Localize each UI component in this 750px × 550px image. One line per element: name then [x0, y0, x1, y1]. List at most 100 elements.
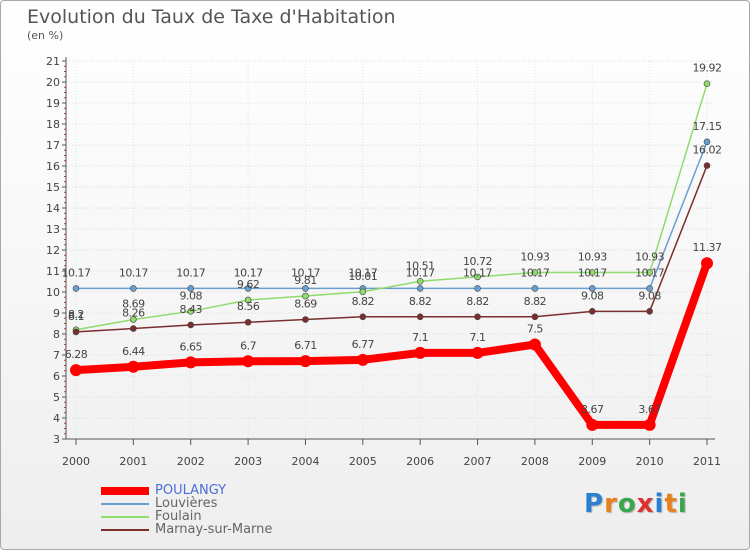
data-label-foulain: 10.93	[635, 250, 664, 263]
data-point-marnay-sur-marne	[130, 325, 137, 332]
data-point-marnay-sur-marne	[588, 308, 596, 315]
data-label-louvi-res: 10.17	[635, 266, 664, 279]
chart-title: Evolution du Taux de Taxe d'Habitation	[27, 6, 396, 28]
data-label-poulangy: 6.77	[352, 338, 375, 351]
data-label-poulangy: 6.44	[122, 345, 145, 358]
brand-logo-letter: i	[654, 489, 665, 519]
y-tick-label: 18	[46, 118, 60, 131]
brand-logo-letter: x	[636, 489, 655, 519]
data-point-louvi-res	[588, 285, 596, 292]
series-line-foulain	[75, 82, 708, 331]
data-point-poulangy	[471, 346, 484, 359]
data-label-foulain: 10.93	[520, 250, 549, 263]
data-point-foulain	[359, 288, 367, 296]
data-label-foulain: 10.93	[578, 250, 607, 263]
data-label-louvi-res: 10.17	[176, 266, 205, 279]
data-point-marnay-sur-marne	[646, 308, 653, 315]
y-tick-label: 11	[46, 265, 60, 278]
x-tick-label: 2007	[464, 455, 492, 468]
data-point-foulain	[302, 292, 309, 300]
y-tick-label: 21	[46, 55, 60, 68]
data-label-marnay-sur-marne: 8.43	[179, 303, 202, 316]
data-label-marnay-sur-marne: 8.82	[466, 295, 489, 308]
x-tick-label: 2008	[521, 455, 549, 468]
y-tick-label: 7	[53, 349, 60, 362]
legend-label-louvi-res: Louvières	[155, 496, 218, 511]
legend-item-louvi-res: Louvières	[101, 496, 361, 511]
data-label-poulangy: 7.1	[470, 331, 486, 344]
data-label-foulain: 10.01	[348, 270, 377, 283]
data-label-poulangy: 6.28	[65, 348, 88, 361]
data-label-poulangy: 3.67	[581, 403, 604, 416]
data-label-poulangy: 6.65	[179, 340, 202, 353]
y-tick-label: 4	[53, 412, 60, 425]
legend-label-marnay-sur-marne: Marnay-sur-Marne	[155, 522, 273, 537]
data-label-louvi-res: 10.17	[348, 266, 377, 279]
x-tick-label: 2000	[62, 455, 90, 468]
legend-item-poulangy: POULANGY	[101, 483, 361, 498]
data-point-poulangy	[528, 338, 541, 351]
data-label-foulain: 19.92	[693, 62, 722, 75]
data-label-foulain: 8.69	[122, 298, 145, 311]
data-label-marnay-sur-marne: 9.08	[581, 289, 604, 302]
series-layer	[70, 80, 713, 431]
data-label-marnay-sur-marne: 8.1	[68, 310, 84, 323]
brand-logo: Proxiti	[584, 489, 688, 519]
x-tick-label: 2006	[406, 455, 434, 468]
data-label-foulain: 9.81	[294, 274, 317, 287]
data-point-poulangy	[586, 418, 599, 431]
data-label-poulangy: 7.5	[527, 323, 543, 336]
data-point-marnay-sur-marne	[302, 316, 309, 323]
brand-logo-letter: r	[604, 489, 618, 519]
data-point-marnay-sur-marne	[72, 328, 80, 336]
y-tick-label: 14	[46, 202, 60, 215]
data-point-poulangy	[356, 353, 369, 366]
data-label-marnay-sur-marne: 8.82	[352, 295, 375, 308]
data-point-foulain	[588, 269, 596, 276]
data-label-louvi-res: 10.17	[234, 266, 263, 279]
data-label-louvi-res: 17.15	[693, 120, 722, 133]
x-tick-label: 2003	[234, 455, 262, 468]
data-point-louvi-res	[646, 285, 653, 292]
legend-swatch-louvi-res	[101, 503, 149, 505]
data-point-louvi-res	[130, 285, 137, 292]
data-label-marnay-sur-marne: 8.82	[524, 295, 547, 308]
data-label-louvi-res: 10.17	[291, 266, 320, 279]
data-label-marnay-sur-marne: 16.02	[693, 144, 722, 157]
x-tick-label: 2002	[177, 455, 205, 468]
data-point-marnay-sur-marne	[359, 313, 367, 321]
data-point-foulain	[187, 308, 195, 315]
y-tick-label: 17	[46, 139, 60, 152]
data-label-poulangy: 3.67	[638, 403, 661, 416]
brand-logo-letter: o	[617, 489, 637, 519]
data-label-louvi-res: 10.17	[578, 266, 607, 279]
data-point-poulangy	[184, 356, 197, 369]
label-layer: 6.28 6.44 6.65 6.7 6.71 6.77 7.1 7.1 7.5 3.67 3.67…	[62, 62, 723, 416]
data-point-foulain	[531, 269, 539, 276]
data-label-marnay-sur-marne: 8.26	[122, 307, 145, 320]
x-tick-label: 2005	[349, 455, 377, 468]
legend-swatch-poulangy	[101, 487, 149, 495]
data-point-marnay-sur-marne	[703, 162, 711, 169]
data-label-foulain: 10.72	[463, 255, 492, 268]
data-label-poulangy: 6.71	[294, 339, 317, 352]
brand-logo-letter: t	[664, 489, 678, 519]
y-tick-label: 10	[46, 286, 60, 299]
data-point-louvi-res	[703, 138, 711, 146]
data-point-poulangy	[414, 346, 427, 359]
data-point-foulain	[646, 269, 653, 276]
y-tick-label: 19	[46, 97, 60, 110]
data-label-foulain: 8.2	[68, 308, 84, 321]
data-point-marnay-sur-marne	[244, 318, 252, 326]
y-tick-label: 20	[46, 76, 60, 89]
series-line-marnay-sur-marne	[75, 164, 708, 333]
data-point-foulain	[416, 277, 424, 285]
data-label-foulain: 9.62	[237, 278, 260, 291]
data-point-louvi-res	[302, 285, 309, 292]
data-label-poulangy: 11.37	[693, 241, 722, 254]
legend-swatch-marnay-sur-marne	[101, 529, 149, 531]
data-label-louvi-res: 10.17	[119, 266, 148, 279]
series-line-poulangy	[72, 259, 711, 429]
legend-swatch-foulain	[101, 516, 149, 518]
